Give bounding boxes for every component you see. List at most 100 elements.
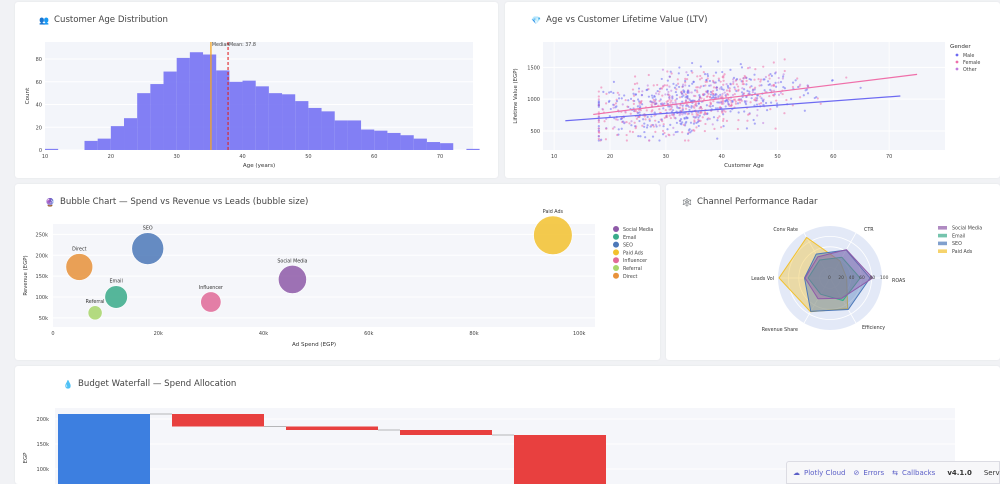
scatter-point: [653, 111, 656, 114]
scatter-point: [722, 119, 725, 122]
scatter-point: [689, 131, 692, 134]
scatter-point: [678, 66, 681, 69]
scatter-point: [685, 71, 688, 74]
scatter-point: [650, 110, 653, 113]
scatter-point: [682, 94, 685, 97]
x-tick-label: 50: [774, 154, 780, 160]
scatter-point: [762, 121, 765, 125]
scatter-point: [645, 109, 648, 112]
callbacks-button[interactable]: Callbacks: [901, 468, 936, 477]
scatter-point: [714, 94, 717, 97]
scatter-point: [723, 73, 726, 76]
scatter-point: [657, 120, 660, 124]
y-tick-label: 60: [36, 80, 42, 86]
bubble: [200, 291, 222, 313]
scatter-point: [633, 110, 636, 113]
y-tick-label: 80: [36, 57, 42, 63]
scatter-point: [673, 116, 676, 119]
scatter-point: [754, 99, 757, 102]
scatter-point: [604, 138, 608, 141]
scatter-point: [681, 83, 685, 86]
scatter-point: [753, 122, 756, 125]
x-tick-label: 30: [663, 154, 669, 160]
scatter-point: [679, 118, 683, 121]
radar-spoke: [803, 277, 831, 324]
scatter-point: [674, 99, 677, 102]
scatter-point: [721, 111, 724, 114]
scatter-point: [691, 82, 694, 85]
waterfall-chart[interactable]: 100k 150k 200k EGP: [15, 366, 1000, 484]
scatter-point: [614, 102, 618, 105]
scatter-point: [709, 102, 713, 105]
radar-chart[interactable]: 0 20 40 60 80 100 CTR ROAS Efficiency Revenue Sha…: [666, 184, 1000, 360]
radial-tick-label: 80: [870, 275, 876, 281]
scatter-point: [721, 70, 724, 74]
scatter-point: [743, 110, 746, 113]
waterfall-bar: [58, 414, 150, 484]
histogram-bar: [255, 86, 269, 150]
scatter-point: [742, 77, 745, 80]
scatter-point: [681, 100, 684, 103]
scatter-point: [651, 135, 655, 138]
scatter-point: [652, 84, 655, 87]
plotly-cloud-button[interactable]: Plotly Cloud: [804, 468, 846, 477]
scatter-point: [721, 75, 724, 79]
scatter-point: [679, 119, 682, 122]
histogram-bar: [84, 140, 98, 150]
scatter-point: [712, 100, 715, 103]
errors-button[interactable]: Errors: [863, 468, 885, 477]
scatter-point: [671, 96, 674, 99]
scatter-point: [694, 94, 697, 98]
scatter-point: [695, 126, 698, 129]
legend-marker: [938, 249, 947, 253]
crystal-ball-icon: 🔮: [45, 197, 55, 207]
scatter-point: [798, 96, 802, 99]
scatter-point: [629, 112, 632, 115]
legend-label: Paid Ads: [952, 249, 973, 255]
scatter-point: [698, 86, 702, 89]
y-tick-label: 500: [530, 129, 540, 135]
scatter-point: [720, 126, 723, 129]
bubble-chart-title: Bubble Chart — Spend vs Revenue vs Leads…: [60, 197, 309, 207]
scatter-point: [668, 114, 671, 117]
histogram-bar: [137, 93, 151, 150]
scatter-point: [714, 71, 718, 74]
y-tick-label: 150k: [36, 274, 49, 280]
mean-label: Mean: 37.8: [229, 42, 256, 48]
scatter-point: [803, 109, 806, 112]
x-tick-label: 60: [371, 154, 377, 160]
scatter-point: [656, 89, 659, 93]
scatter-point: [637, 87, 641, 90]
radar-axis-label: Conv Rate: [773, 227, 798, 233]
bubble-chart[interactable]: 50k 100k 150k 200k 250k 0 20k 40k 60k 80k 100k Soci…: [15, 184, 660, 360]
x-tick-label: 20: [108, 154, 114, 160]
scatter-point: [628, 122, 631, 125]
age-ltv-card: 💎 Age vs Customer Lifetime Value (LTV) 5…: [505, 2, 1000, 178]
scatter-point: [735, 89, 738, 93]
scatter-point: [725, 83, 728, 86]
scatter-point: [730, 104, 733, 107]
scatter-point: [663, 131, 666, 135]
scatter-point: [699, 105, 702, 109]
scatter-point: [774, 127, 777, 130]
scatter-point: [668, 85, 671, 88]
scatter-point: [746, 89, 749, 92]
callbacks-icon: ⇆: [892, 468, 898, 477]
scatter-point: [699, 74, 702, 78]
scatter-point: [672, 133, 675, 136]
y-tick-label: 200k: [37, 417, 50, 423]
y-axis-title: EGP: [23, 452, 29, 464]
scatter-point: [714, 107, 717, 110]
legend-label: Social Media: [623, 227, 653, 233]
scatter-point: [670, 104, 673, 108]
age-ltv-scatter-chart[interactable]: 500 1000 1500 10 20 30 40 50 60 70 Customer Age Lif…: [505, 2, 1000, 178]
scatter-point: [729, 110, 732, 113]
histogram-bar: [374, 130, 388, 150]
scatter-point: [600, 86, 603, 89]
scatter-point: [665, 116, 668, 119]
cloud-icon: ☁: [793, 468, 800, 477]
scatter-point: [777, 81, 780, 84]
scatter-point: [779, 91, 782, 94]
age-histogram-chart[interactable]: 0 20 40 60 80 10 20 30 40 50 60 70 Median Mean: 37.8 A…: [15, 2, 498, 178]
scatter-point: [779, 80, 783, 84]
